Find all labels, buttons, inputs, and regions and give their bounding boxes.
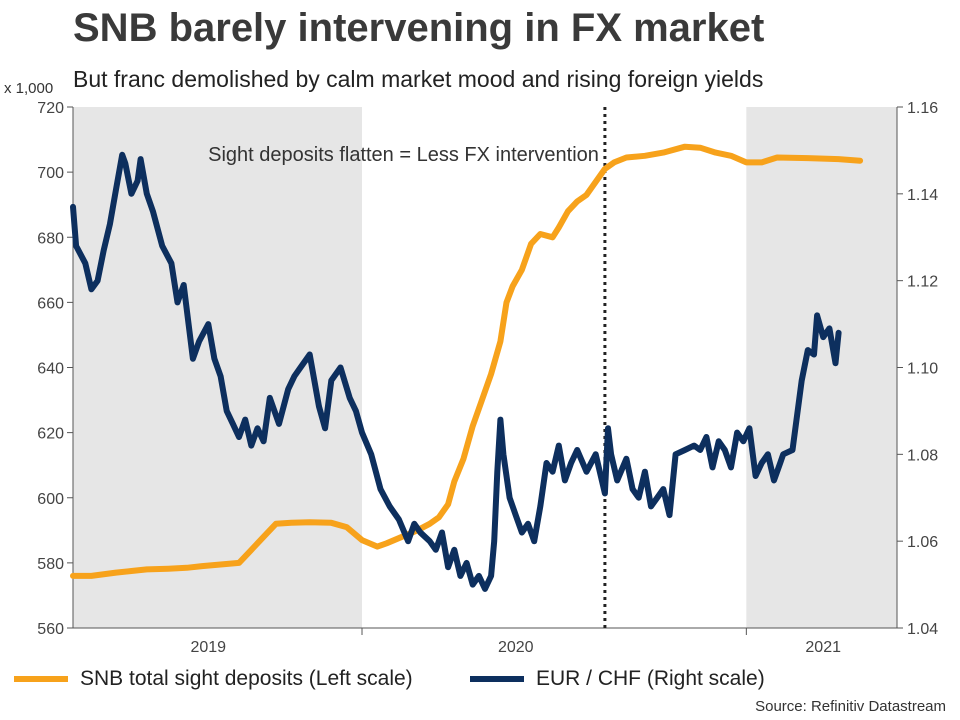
legend-label-eurchf: EUR / CHF (Right scale)	[536, 667, 765, 690]
left-tick-label: 680	[37, 230, 64, 247]
left-tick-label: 640	[37, 361, 64, 378]
legend-label-sight-deposits: SNB total sight deposits (Left scale)	[80, 667, 413, 690]
left-tick-label: 700	[37, 165, 64, 182]
legend-swatch-sight-deposits	[14, 676, 68, 682]
x-tick-label: 2021	[805, 639, 841, 656]
right-tick-label: 1.16	[907, 100, 938, 117]
left-tick-label: 720	[37, 100, 64, 117]
left-tick-label: 660	[37, 295, 64, 312]
x-tick-label: 2019	[190, 639, 226, 656]
left-axis-unit: x 1,000	[4, 80, 54, 97]
source-note: Source: Refinitiv Datastream	[755, 698, 946, 715]
chart-subtitle: But franc demolished by calm market mood…	[73, 66, 764, 92]
left-tick-label: 580	[37, 556, 64, 573]
legend-item-eurchf: EUR / CHF (Right scale)	[470, 667, 765, 691]
left-tick-label: 620	[37, 426, 64, 443]
series-lines	[70, 143, 864, 592]
legend-swatch-eurchf	[470, 676, 524, 682]
x-tick-label: 2020	[498, 639, 534, 656]
right-tick-label: 1.12	[907, 274, 938, 291]
shaded-regions	[73, 107, 897, 628]
right-tick-label: 1.04	[907, 621, 938, 638]
series-line-sight-deposits	[70, 143, 864, 579]
right-tick-label: 1.08	[907, 447, 938, 464]
right-tick-label: 1.14	[907, 187, 938, 204]
left-tick-label: 560	[37, 621, 64, 638]
series-line-eurchf	[70, 151, 842, 592]
annotation-text: Sight deposits flatten = Less FX interve…	[208, 144, 599, 166]
x-axis: 2019 2020 2021	[190, 628, 841, 656]
chart-title: SNB barely intervening in FX market	[73, 6, 765, 50]
right-tick-label: 1.10	[907, 361, 938, 378]
legend-item-sight-deposits: SNB total sight deposits (Left scale)	[14, 667, 413, 691]
left-tick-label: 600	[37, 491, 64, 508]
shaded-region-1	[746, 107, 897, 628]
right-axis: 1.16 1.14 1.12 1.10 1.08 1.06 1.04	[897, 100, 938, 638]
right-tick-label: 1.06	[907, 534, 938, 551]
left-axis: 720 700 680 660 640 620 600 580 560	[37, 100, 73, 638]
